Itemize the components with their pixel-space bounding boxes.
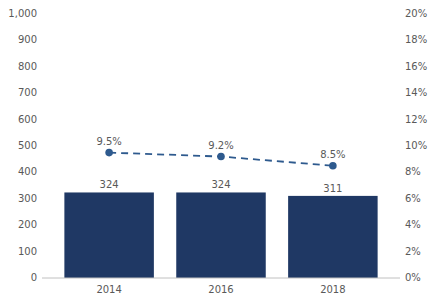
bar-label: 324 xyxy=(211,179,230,190)
bar-label: 324 xyxy=(100,179,119,190)
y-tick-label: 300 xyxy=(18,193,37,204)
y-tick-label: 1,000 xyxy=(8,8,37,19)
bar xyxy=(64,192,154,278)
x-tick-label: 2018 xyxy=(320,284,345,295)
chart: 0 100 200 300 400 500 600 700 800 900 1,000 0% 2% 4% 6… xyxy=(0,0,438,304)
y-tick-label: 500 xyxy=(18,140,37,151)
line xyxy=(109,153,333,166)
y2-tick-label: 0% xyxy=(405,272,421,283)
y-tick-label: 700 xyxy=(18,87,37,98)
y2-tick-label: 2% xyxy=(405,246,421,257)
y-tick-label: 100 xyxy=(18,246,37,257)
y2-tick-label: 12% xyxy=(405,114,427,125)
y2-tick-label: 4% xyxy=(405,219,421,230)
marker xyxy=(105,149,113,157)
x-axis-line xyxy=(42,278,400,279)
y-tick-label: 400 xyxy=(18,166,37,177)
y-tick-label: 200 xyxy=(18,219,37,230)
bar xyxy=(176,192,266,278)
marks xyxy=(64,149,377,278)
y-tick-label: 800 xyxy=(18,61,37,72)
bar xyxy=(288,196,378,278)
y-tick-label: 0 xyxy=(31,272,37,283)
marker xyxy=(217,153,225,161)
y2-tick-label: 6% xyxy=(405,193,421,204)
y2-tick-label: 8% xyxy=(405,166,421,177)
y2-tick-label: 16% xyxy=(405,61,427,72)
point-label: 8.5% xyxy=(320,149,345,160)
bar-label: 311 xyxy=(323,183,342,194)
point-label: 9.2% xyxy=(208,140,233,151)
x-tick-label: 2014 xyxy=(96,284,121,295)
marker xyxy=(329,162,337,170)
y2-tick-label: 14% xyxy=(405,87,427,98)
y-tick-label: 900 xyxy=(18,34,37,45)
x-tick-label: 2016 xyxy=(208,284,233,295)
point-label: 9.5% xyxy=(96,136,121,147)
y-tick-label: 600 xyxy=(18,114,37,125)
y2-tick-label: 10% xyxy=(405,140,427,151)
data-labels: 324 324 311 9.5% 9.2% 8.5% xyxy=(96,136,345,194)
y2-tick-label: 18% xyxy=(405,34,427,45)
y2-tick-label: 20% xyxy=(405,8,427,19)
